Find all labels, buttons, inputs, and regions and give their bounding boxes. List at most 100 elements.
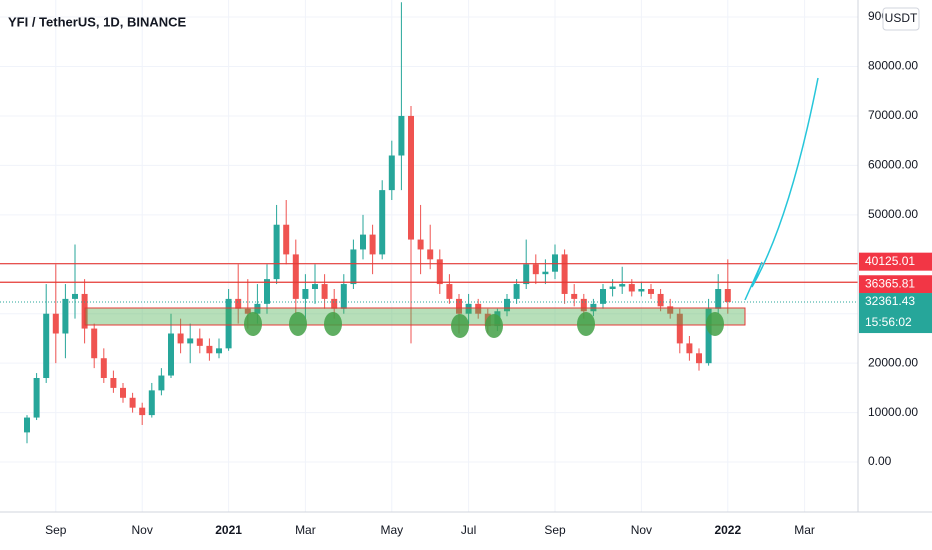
candle-body bbox=[667, 306, 674, 314]
touch-point bbox=[577, 312, 595, 336]
candle-body bbox=[657, 293, 664, 307]
support-zone bbox=[84, 307, 746, 326]
current-price-box bbox=[859, 293, 932, 334]
candle-body bbox=[187, 338, 194, 344]
y-tick-label: 20000.00 bbox=[868, 355, 918, 369]
price-line-label: 36365.81 bbox=[865, 276, 915, 290]
touch-point bbox=[289, 312, 307, 336]
candle-body bbox=[177, 333, 184, 344]
x-tick-label: May bbox=[380, 523, 403, 537]
candle-body bbox=[417, 239, 424, 250]
candle-body bbox=[715, 289, 722, 309]
candle-body bbox=[724, 289, 731, 303]
y-tick-label: 70000.00 bbox=[868, 108, 918, 122]
x-tick-label: Mar bbox=[295, 523, 316, 537]
x-tick-label: Nov bbox=[631, 523, 652, 537]
candle-body bbox=[100, 358, 107, 379]
currency-label: USDT bbox=[885, 11, 918, 25]
candle-body bbox=[33, 378, 40, 418]
candle-body bbox=[686, 343, 693, 354]
candle-body bbox=[24, 417, 30, 433]
candle-body bbox=[264, 279, 270, 304]
plot bbox=[0, 2, 858, 444]
candle-body bbox=[676, 313, 683, 344]
touch-point bbox=[324, 312, 342, 336]
axis: 0.0010000.0020000.0030000.0040000.005000… bbox=[45, 9, 932, 537]
chart-title: YFI / TetherUS, 1D, BINANCE bbox=[8, 14, 187, 29]
touch-point bbox=[485, 314, 503, 338]
candle-body bbox=[427, 249, 434, 260]
candle-body bbox=[609, 286, 616, 290]
projection bbox=[744, 77, 819, 301]
candle-body bbox=[225, 298, 232, 349]
candle-body bbox=[244, 308, 251, 314]
candle-body bbox=[62, 298, 69, 334]
candle-body bbox=[398, 115, 405, 156]
y-tick-label: 60000.00 bbox=[868, 158, 918, 172]
touch-point bbox=[244, 312, 262, 336]
candle-body bbox=[110, 378, 117, 388]
countdown: 15:56:02 bbox=[865, 315, 912, 329]
candle-body bbox=[206, 345, 213, 354]
candle-body bbox=[648, 289, 654, 294]
candle-body bbox=[475, 303, 482, 314]
currency-button[interactable] bbox=[882, 7, 920, 31]
touch-point bbox=[451, 314, 469, 338]
touch-point bbox=[706, 312, 724, 336]
candle-body bbox=[369, 234, 376, 255]
y-tick-label: 80000.00 bbox=[868, 59, 918, 73]
candle-body bbox=[532, 264, 539, 275]
price-line-label: 40125.01 bbox=[865, 254, 915, 268]
candle-body bbox=[91, 328, 98, 359]
x-tick-label: Nov bbox=[132, 523, 153, 537]
candle-body bbox=[513, 284, 520, 299]
candle-body bbox=[552, 254, 558, 272]
candle-body bbox=[168, 333, 174, 376]
touch-points bbox=[244, 312, 724, 338]
candle-body bbox=[638, 289, 645, 292]
candle-body bbox=[446, 284, 453, 299]
candle-body bbox=[273, 224, 280, 280]
candle-body bbox=[321, 284, 328, 299]
candle-body bbox=[628, 284, 635, 292]
x-tick-label: Jul bbox=[461, 523, 476, 537]
candle-body bbox=[129, 397, 136, 408]
y-tick-label: 10000.00 bbox=[868, 405, 918, 419]
candle-body bbox=[360, 234, 366, 250]
candle-body bbox=[158, 375, 165, 391]
candle-body bbox=[379, 190, 386, 255]
y-tick-label: 50000.00 bbox=[868, 207, 918, 221]
candle-body bbox=[436, 259, 443, 285]
candle-body bbox=[196, 338, 203, 346]
candle-body bbox=[292, 254, 299, 299]
candle-body bbox=[705, 308, 712, 364]
y-tick-label: 0.00 bbox=[868, 454, 892, 468]
candle-body bbox=[235, 298, 242, 309]
candle-body bbox=[696, 353, 702, 364]
candle-body bbox=[580, 298, 587, 312]
candle-body bbox=[456, 298, 462, 314]
candle-body bbox=[408, 115, 414, 240]
candle-body bbox=[571, 293, 578, 299]
current-price-label: 32361.43 bbox=[865, 294, 915, 308]
candle-body bbox=[340, 284, 347, 309]
candle-body bbox=[388, 155, 395, 191]
candle-body bbox=[312, 284, 318, 290]
candle-body bbox=[43, 313, 50, 379]
x-tick-label: Mar bbox=[794, 523, 815, 537]
candle-body bbox=[523, 264, 530, 285]
candle-body bbox=[542, 271, 549, 275]
candle-body bbox=[302, 289, 309, 299]
candle-body bbox=[216, 348, 222, 354]
candle-body bbox=[465, 303, 472, 314]
candle-body bbox=[619, 284, 626, 287]
price-line-box bbox=[859, 275, 932, 294]
candle-body bbox=[148, 390, 155, 416]
candle-body bbox=[120, 387, 126, 398]
grid bbox=[0, 0, 858, 512]
candle-body bbox=[72, 293, 78, 299]
candle-body bbox=[350, 249, 357, 285]
candle-body bbox=[600, 289, 606, 304]
